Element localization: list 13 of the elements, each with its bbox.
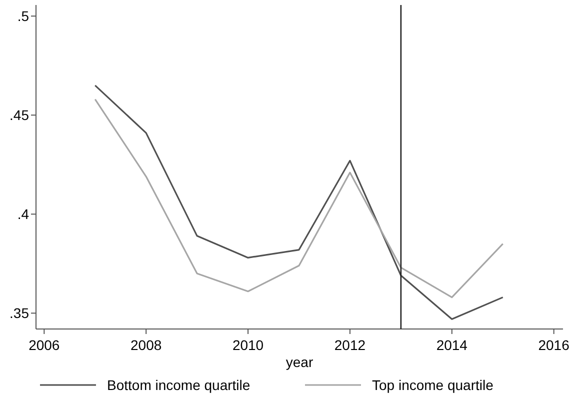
x-tick-label: 2012: [334, 337, 366, 353]
y-tick-label: .35: [10, 305, 30, 322]
x-tick-label: 2008: [130, 337, 162, 353]
x-tick-label: 2016: [538, 337, 570, 353]
legend-label: Bottom income quartile: [107, 376, 250, 393]
y-tick-label: .45: [10, 107, 30, 124]
x-tick-label: 2006: [28, 337, 60, 353]
x-tick-label: 2014: [436, 337, 468, 353]
legend-label: Top income quartile: [372, 376, 494, 393]
x-axis-title: year: [286, 354, 314, 370]
y-tick-label: .5: [17, 8, 30, 24]
x-tick-label: 2010: [232, 337, 264, 353]
y-tick-label: .4: [17, 206, 30, 222]
